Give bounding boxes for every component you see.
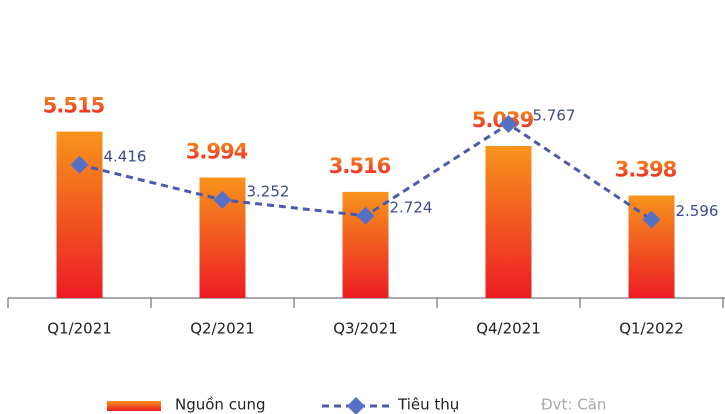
legend-label: Nguồn cung [175, 396, 265, 414]
bar-value-label: 3.516 [329, 154, 391, 178]
bar-value-label: 3.398 [615, 157, 677, 181]
point-value-label: 2.724 [390, 198, 433, 216]
bar-value-label: 5.515 [43, 94, 105, 118]
x-tick-label: Q2/2021 [190, 320, 255, 338]
legend-label: Tiêu thụ [397, 396, 459, 414]
marker [642, 210, 661, 229]
point-value-label: 2.596 [676, 202, 719, 220]
x-tick-label: Q1/2021 [47, 320, 112, 338]
point-value-label: 4.416 [104, 147, 147, 165]
bar [485, 145, 532, 298]
marker [499, 115, 518, 133]
marker [213, 190, 232, 209]
marker [70, 155, 89, 174]
marker [356, 206, 375, 225]
x-tick-label: Q1/2022 [619, 320, 684, 338]
bar-value-label: 3.994 [186, 139, 248, 163]
unit-note: Đvt: Căn [541, 396, 606, 414]
legend-marker [347, 397, 365, 414]
x-tick-label: Q4/2021 [476, 320, 541, 338]
point-value-label: 5.767 [533, 107, 576, 125]
legend-swatch [107, 401, 161, 411]
point-value-label: 3.252 [247, 182, 290, 200]
bar-value-label: 5.039 [472, 108, 534, 132]
x-tick-label: Q3/2021 [333, 320, 398, 338]
